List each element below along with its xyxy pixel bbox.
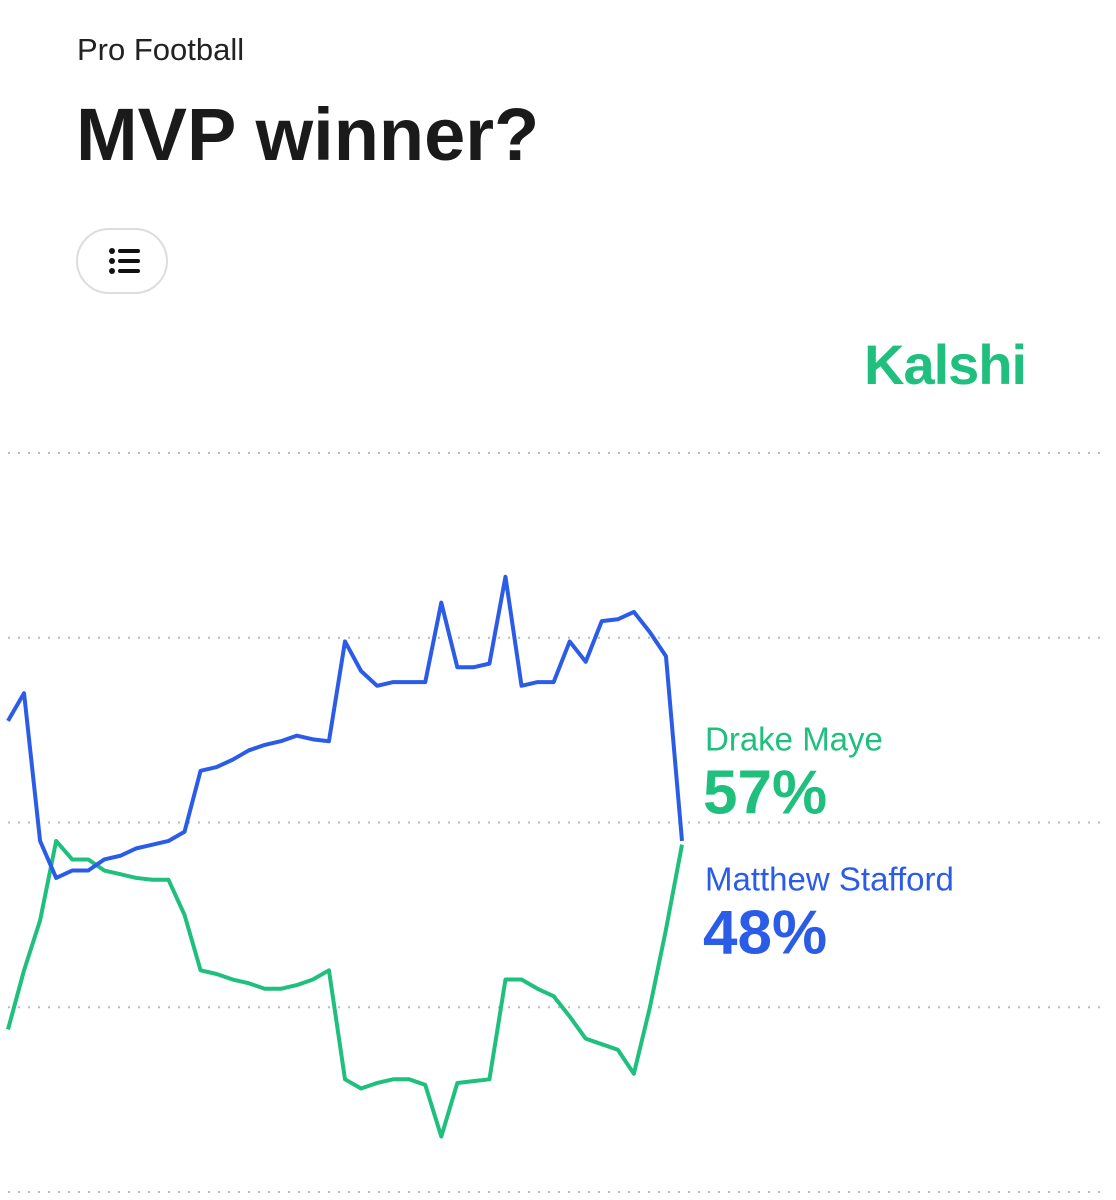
legend-name: Drake Maye <box>705 721 883 758</box>
category: Pro Football <box>77 32 245 67</box>
series-line <box>6 838 684 1139</box>
list-button[interactable] <box>76 228 168 294</box>
legend-value: 48% <box>703 898 827 967</box>
list-icon <box>109 248 140 274</box>
legend-value: 57% <box>703 758 827 827</box>
series-line <box>6 574 684 880</box>
legend-name: Matthew Stafford <box>705 861 954 898</box>
title: MVP winner? <box>76 93 540 176</box>
brand: Kalshi <box>864 333 1027 396</box>
